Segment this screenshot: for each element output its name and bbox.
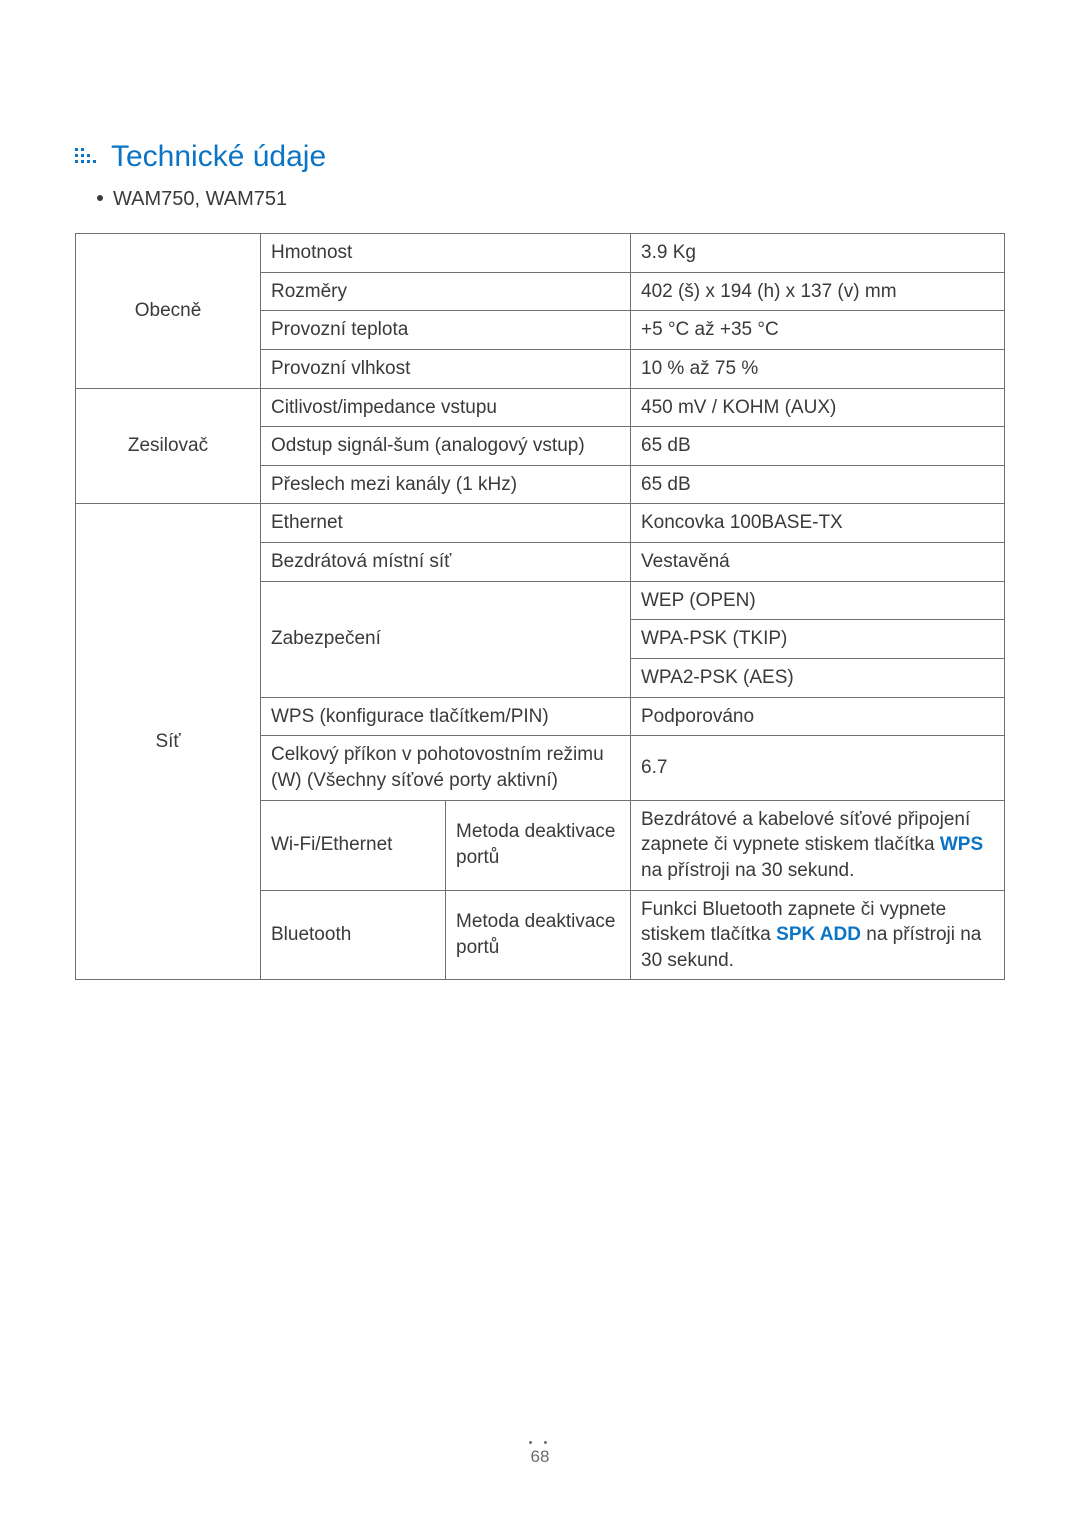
param-cell: Bezdrátová místní síť xyxy=(261,543,631,582)
category-cell: Síť xyxy=(76,504,261,980)
value-cell: 65 dB xyxy=(631,465,1005,504)
value-cell: 6.7 xyxy=(631,736,1005,800)
param-cell: Zabezpečení xyxy=(261,581,631,697)
param-cell: Metoda deaktivace portů xyxy=(446,800,631,890)
section-title: Technické údaje xyxy=(111,140,326,174)
value-cell: 450 mV / KOHM (AUX) xyxy=(631,388,1005,427)
page-number-value: 68 xyxy=(531,1447,550,1466)
param-cell: Provozní vlhkost xyxy=(261,349,631,388)
value-cell: WPA2-PSK (AES) xyxy=(631,659,1005,698)
page-content: Technické údaje WAM750, WAM751 Obecně Hm… xyxy=(0,0,1080,980)
model-text: WAM750, WAM751 xyxy=(113,188,287,210)
value-highlight: SPK ADD xyxy=(776,924,861,945)
value-cell: WPA-PSK (TKIP) xyxy=(631,620,1005,659)
param-cell: Celkový příkon v pohotovostním režimu (W… xyxy=(261,736,631,800)
spec-table: Obecně Hmotnost 3.9 Kg Rozměry 402 (š) x… xyxy=(75,233,1005,980)
param-cell: WPS (konfigurace tlačítkem/PIN) xyxy=(261,697,631,736)
value-cell: 10 % až 75 % xyxy=(631,349,1005,388)
value-cell: Podporováno xyxy=(631,697,1005,736)
value-cell: Koncovka 100BASE-TX xyxy=(631,504,1005,543)
category-cell: Zesilovač xyxy=(76,388,261,504)
value-cell: Funkci Bluetooth zapnete či vypnete stis… xyxy=(631,890,1005,980)
value-cell: 65 dB xyxy=(631,427,1005,466)
value-cell: Bezdrátové a kabelové síťové připojení z… xyxy=(631,800,1005,890)
param-cell: Odstup signál-šum (analogový vstup) xyxy=(261,427,631,466)
table-row: Obecně Hmotnost 3.9 Kg xyxy=(76,234,1005,273)
param-cell: Rozměry xyxy=(261,272,631,311)
section-heading: Technické údaje xyxy=(75,140,1005,174)
model-bullet: WAM750, WAM751 xyxy=(97,188,1005,211)
param-cell: Hmotnost xyxy=(261,234,631,273)
value-cell: Vestavěná xyxy=(631,543,1005,582)
param-cell: Wi-Fi/Ethernet xyxy=(261,800,446,890)
param-cell: Citlivost/impedance vstupu xyxy=(261,388,631,427)
value-text: Bezdrátové a kabelové síťové připojení z… xyxy=(641,809,970,856)
bullet-icon xyxy=(97,195,103,201)
param-cell: Metoda deaktivace portů xyxy=(446,890,631,980)
value-cell: 3.9 Kg xyxy=(631,234,1005,273)
value-cell: WEP (OPEN) xyxy=(631,581,1005,620)
page-number: • • 68 xyxy=(0,1437,1080,1467)
value-text: na přístroji na 30 sekund. xyxy=(641,860,854,881)
table-row: Síť Ethernet Koncovka 100BASE-TX xyxy=(76,504,1005,543)
value-cell: +5 °C až +35 °C xyxy=(631,311,1005,350)
category-cell: Obecně xyxy=(76,234,261,389)
param-cell: Ethernet xyxy=(261,504,631,543)
value-cell: 402 (š) x 194 (h) x 137 (v) mm xyxy=(631,272,1005,311)
list-icon xyxy=(75,146,97,168)
param-cell: Přeslech mezi kanály (1 kHz) xyxy=(261,465,631,504)
param-cell: Provozní teplota xyxy=(261,311,631,350)
table-row: Zesilovač Citlivost/impedance vstupu 450… xyxy=(76,388,1005,427)
value-highlight: WPS xyxy=(940,834,983,855)
param-cell: Bluetooth xyxy=(261,890,446,980)
